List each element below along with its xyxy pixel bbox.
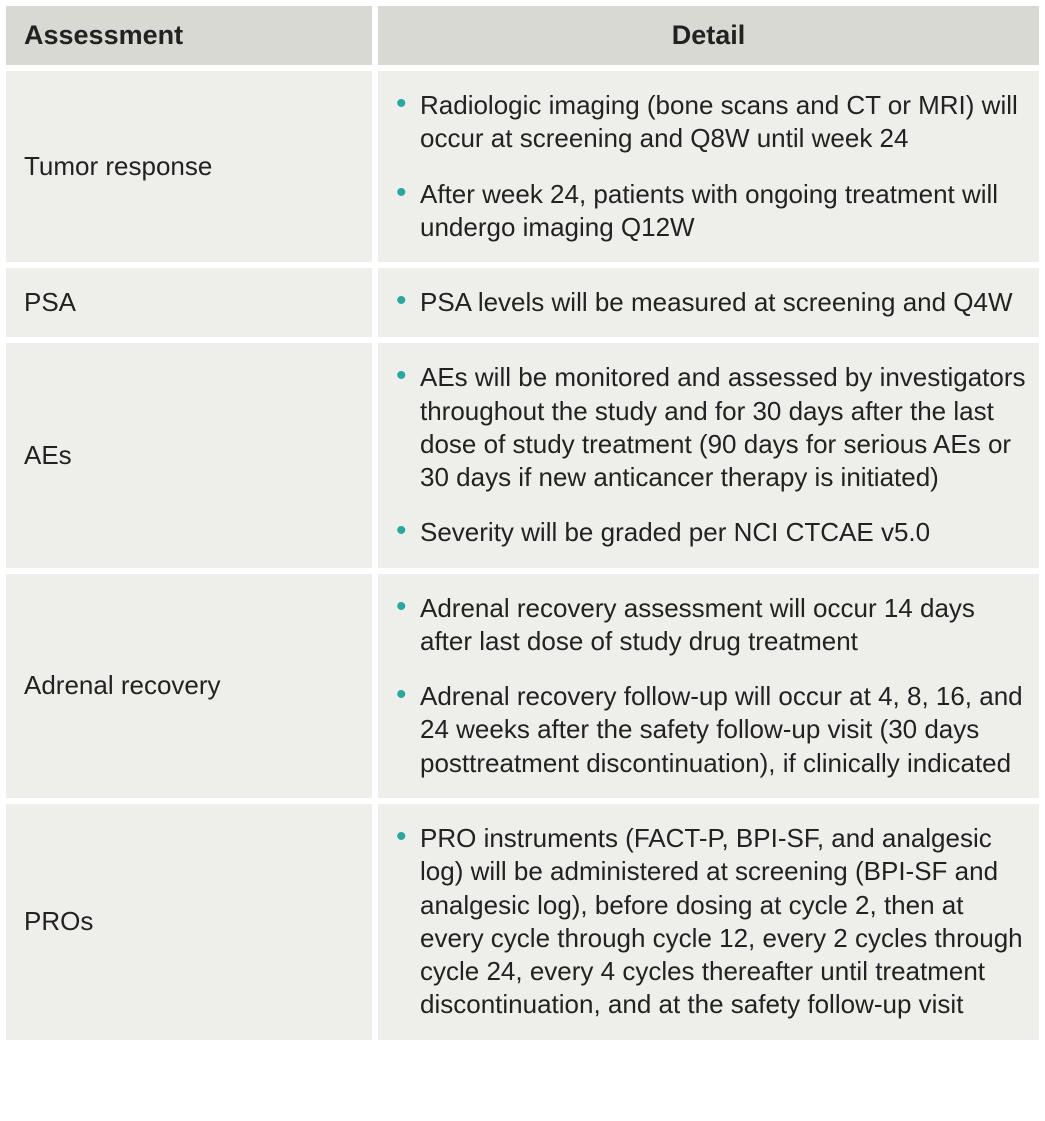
table-header-row: Assessment Detail: [6, 6, 1039, 65]
detail-list: PSA levels will be measured at screening…: [386, 282, 1027, 323]
detail-item: After week 24, patients with ongoing tre…: [386, 174, 1027, 249]
detail-cell: AEs will be monitored and assessed by in…: [378, 343, 1039, 567]
detail-list: PRO instruments (FACT-P, BPI-SF, and ana…: [386, 818, 1027, 1026]
assessment-cell: PSA: [6, 268, 372, 337]
table-row: Tumor response Radiologic imaging (bone …: [6, 71, 1039, 262]
detail-item: Radiologic imaging (bone scans and CT or…: [386, 85, 1027, 160]
assessment-cell: Tumor response: [6, 71, 372, 262]
col-header-detail: Detail: [378, 6, 1039, 65]
assessment-cell: Adrenal recovery: [6, 574, 372, 798]
detail-item: AEs will be monitored and assessed by in…: [386, 357, 1027, 498]
assessment-cell: PROs: [6, 804, 372, 1040]
detail-list: AEs will be monitored and assessed by in…: [386, 357, 1027, 553]
table-row: AEs AEs will be monitored and assessed b…: [6, 343, 1039, 567]
detail-list: Radiologic imaging (bone scans and CT or…: [386, 85, 1027, 248]
detail-list: Adrenal recovery assessment will occur 1…: [386, 588, 1027, 784]
detail-cell: PRO instruments (FACT-P, BPI-SF, and ana…: [378, 804, 1039, 1040]
detail-cell: PSA levels will be measured at screening…: [378, 268, 1039, 337]
detail-item: Adrenal recovery assessment will occur 1…: [386, 588, 1027, 663]
detail-item: PRO instruments (FACT-P, BPI-SF, and ana…: [386, 818, 1027, 1026]
detail-cell: Adrenal recovery assessment will occur 1…: [378, 574, 1039, 798]
col-header-assessment: Assessment: [6, 6, 372, 65]
table-row: Adrenal recovery Adrenal recovery assess…: [6, 574, 1039, 798]
assessments-table: Assessment Detail Tumor response Radiolo…: [0, 0, 1045, 1046]
assessment-cell: AEs: [6, 343, 372, 567]
table-row: PROs PRO instruments (FACT-P, BPI-SF, an…: [6, 804, 1039, 1040]
detail-item: PSA levels will be measured at screening…: [386, 282, 1027, 323]
detail-item: Adrenal recovery follow-up will occur at…: [386, 676, 1027, 784]
detail-cell: Radiologic imaging (bone scans and CT or…: [378, 71, 1039, 262]
detail-item: Severity will be graded per NCI CTCAE v5…: [386, 512, 1027, 553]
table-row: PSA PSA levels will be measured at scree…: [6, 268, 1039, 337]
